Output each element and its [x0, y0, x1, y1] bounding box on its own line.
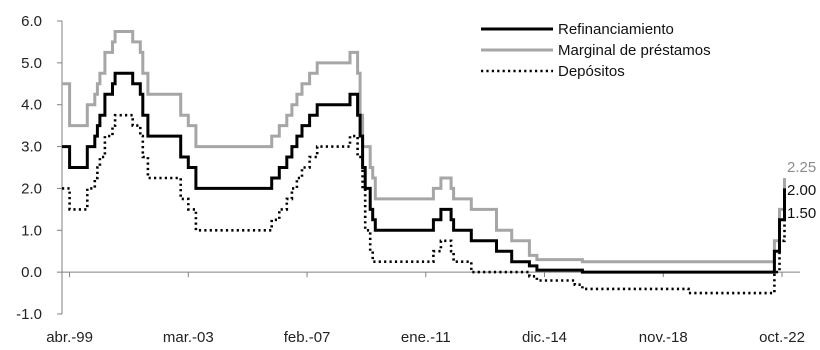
y-tick-label: -1.0 — [16, 306, 42, 323]
x-tick-label: nov.-18 — [639, 329, 688, 346]
y-tick-label: 0.0 — [21, 264, 42, 281]
x-tick-label: dic.-14 — [522, 329, 567, 346]
end-value-labels: 2.00 2.25 1.50 — [787, 159, 816, 222]
x-tick-label: ene.-11 — [401, 329, 451, 346]
y-tick-label: 2.0 — [21, 180, 42, 197]
y-tick-label: 1.0 — [21, 222, 42, 239]
legend-label-2: Depósitos — [558, 63, 625, 80]
chart-series — [62, 30, 786, 295]
series-line-2 — [62, 113, 786, 295]
end-value-label-0: 2.00 — [787, 182, 816, 199]
end-value-label-1: 2.25 — [787, 159, 816, 176]
y-tick-label: 6.0 — [21, 13, 42, 30]
x-tick-label: oct.-22 — [759, 329, 805, 346]
y-tick-label: 3.0 — [21, 139, 42, 156]
chart-legend: Refinanciamiento Marginal de préstamos Dep… — [481, 21, 711, 80]
x-tick-label: feb.-07 — [284, 329, 331, 346]
y-tick-label: 5.0 — [21, 55, 42, 72]
end-value-label-2: 1.50 — [787, 205, 816, 222]
legend-label-1: Marginal de préstamos — [558, 42, 711, 59]
legend-label-0: Refinanciamiento — [558, 21, 674, 38]
y-tick-label: 4.0 — [21, 97, 42, 114]
x-tick-label: mar.-03 — [163, 329, 214, 346]
series-line-0 — [62, 71, 786, 274]
series-line-1 — [62, 30, 786, 264]
x-tick-label: abr.-99 — [46, 329, 93, 346]
